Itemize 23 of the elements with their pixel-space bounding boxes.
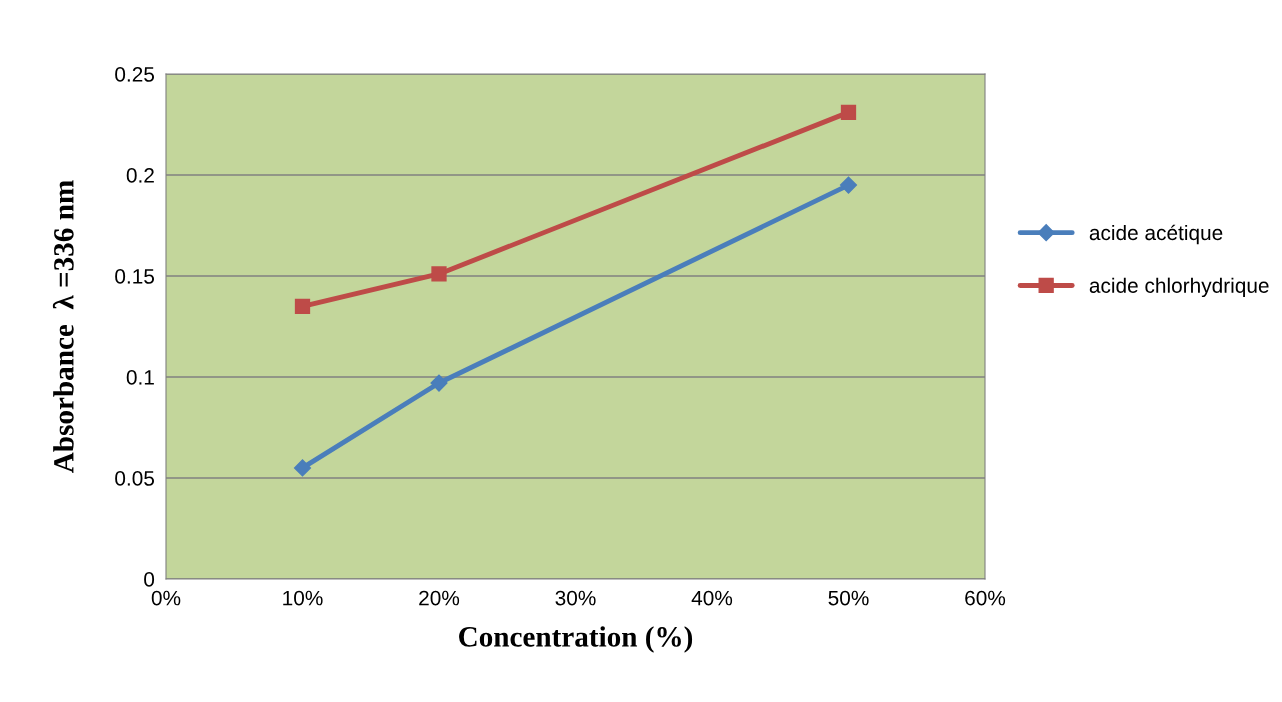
x-tick-label: 0%: [151, 590, 181, 606]
point: [294, 298, 311, 314]
y-tick-label: 0.2: [126, 168, 154, 183]
y-tick-label: 0.1: [126, 370, 154, 385]
legend-label: acide acétique: [1089, 224, 1223, 245]
point: [839, 176, 858, 194]
point: [840, 104, 857, 121]
y-tick-label: 0: [144, 572, 155, 587]
point: [293, 459, 312, 477]
x-tick-label: 20%: [419, 590, 460, 606]
x-tick-label: 40%: [691, 590, 733, 606]
x-tick-label: 50%: [828, 590, 869, 606]
x-tick-label: 30%: [555, 590, 596, 606]
y-tick-label: 0.05: [115, 471, 155, 486]
x-tick-label: 10%: [283, 590, 323, 606]
legend-label: acide chlorhydrique: [1089, 277, 1269, 298]
y-axis-title: Absorbance λ =336 nm: [52, 180, 74, 473]
y-tick-label: 0.25: [115, 67, 155, 82]
y-tick-label: 0.15: [115, 269, 155, 284]
point: [430, 374, 448, 392]
x-axis-title: Concentration (%): [459, 626, 693, 653]
point: [431, 266, 447, 282]
x-tick-label: 60%: [965, 590, 1006, 606]
